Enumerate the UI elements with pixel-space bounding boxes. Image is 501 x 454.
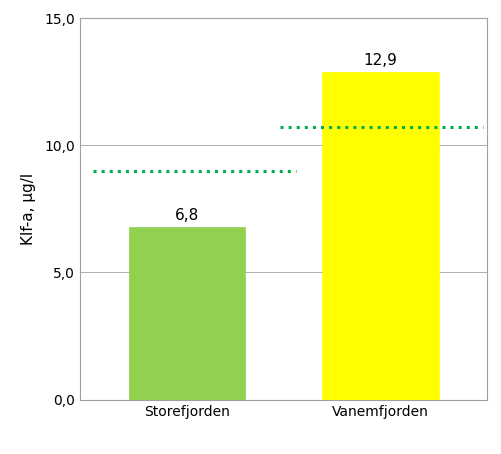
Bar [128,227,244,400]
Bar [322,72,438,400]
Text: 12,9: 12,9 [363,53,397,68]
Y-axis label: Klf-a, µg/l: Klf-a, µg/l [21,173,36,245]
Text: 6,8: 6,8 [174,208,198,223]
